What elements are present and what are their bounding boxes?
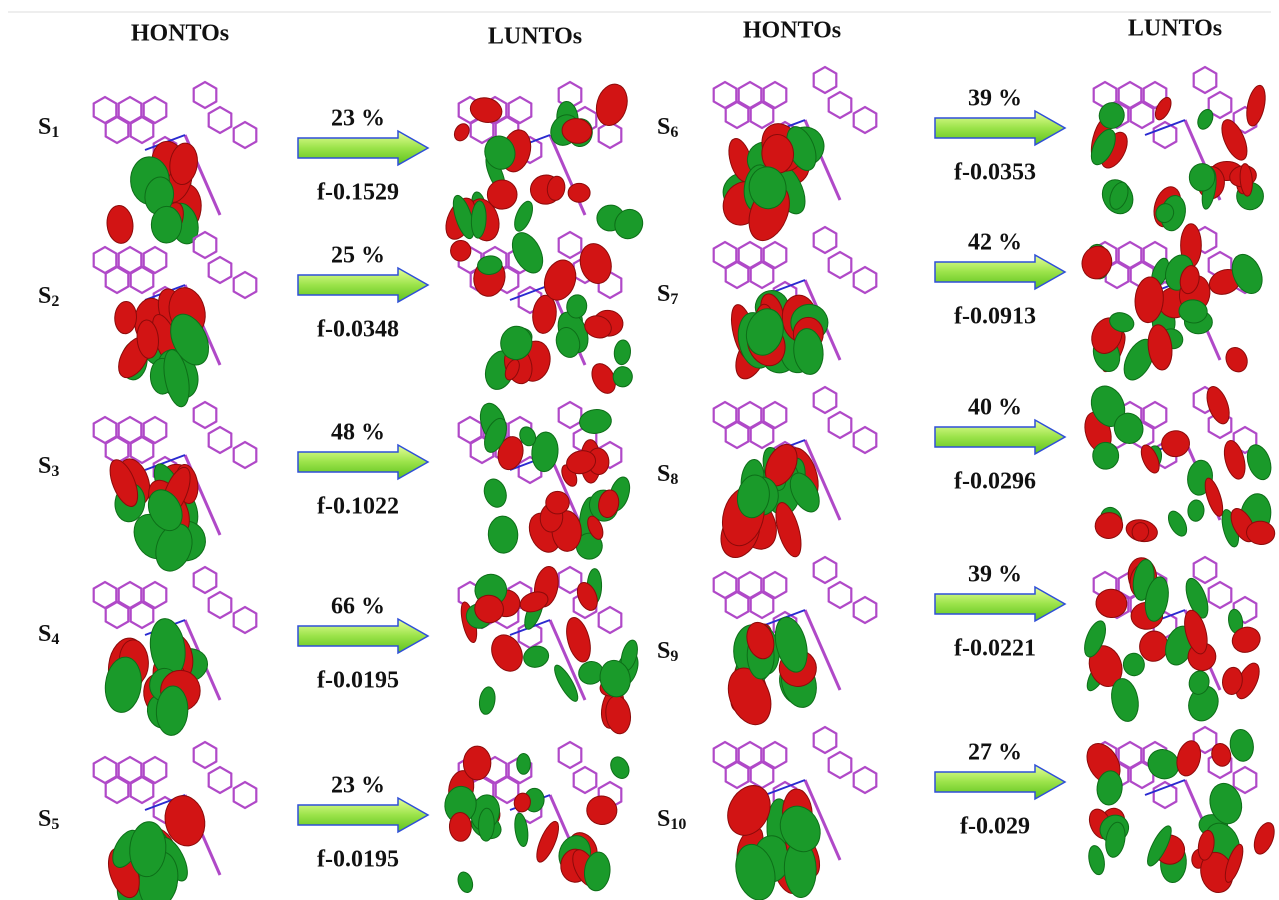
contribution: 39 %	[968, 86, 1022, 112]
oscillator-strength: f-0.0221	[954, 636, 1036, 662]
state-index: 10	[670, 816, 686, 833]
figure: HONTOsLUNTOsS123 %f-0.1529S225 %f-0.0348…	[0, 0, 1279, 900]
contribution: 39 %	[968, 562, 1022, 588]
state-index: 2	[51, 293, 59, 310]
orbital-lobe	[151, 206, 182, 243]
state-index: 5	[51, 816, 59, 833]
state-index: 8	[670, 471, 678, 488]
orbital-lobe	[1189, 163, 1215, 191]
orbital-lobe	[487, 180, 517, 210]
state-letter: S	[657, 806, 670, 832]
contribution: 25 %	[331, 243, 385, 269]
contribution: 23 %	[331, 773, 385, 799]
orbital-lobe	[546, 491, 569, 514]
state-index: 6	[670, 124, 678, 141]
orbital-lobe	[463, 746, 491, 780]
state-letter: S	[38, 453, 51, 479]
oscillator-strength: f-0.0296	[954, 469, 1036, 495]
oscillator-strength: f-0.0913	[954, 304, 1036, 330]
oscillator-strength: f-0.0353	[954, 160, 1036, 186]
oscillator-strength: f-0.029	[960, 814, 1030, 840]
state-letter: S	[657, 461, 670, 487]
oscillator-strength: f-0.0195	[317, 847, 399, 873]
oscillator-strength: f-0.0195	[317, 668, 399, 694]
state-index: 9	[670, 648, 678, 665]
contribution: 66 %	[331, 594, 385, 620]
column-header: LUNTOs	[1128, 16, 1222, 42]
contribution: 48 %	[331, 420, 385, 446]
orbital-lobe	[568, 183, 590, 202]
state-letter: S	[38, 114, 51, 140]
column-header: LUNTOs	[488, 24, 582, 50]
state-letter: S	[657, 114, 670, 140]
column-header: HONTOs	[131, 21, 229, 47]
state-index: 7	[670, 291, 678, 308]
state-letter: S	[38, 621, 51, 647]
oscillator-strength: f-0.1022	[317, 494, 399, 520]
state-index: 1	[51, 124, 59, 141]
state-index: 4	[51, 631, 59, 648]
oscillator-strength: f-0.0348	[317, 317, 399, 343]
oscillator-strength: f-0.1529	[317, 180, 399, 206]
column-header: HONTOs	[743, 18, 841, 44]
state-letter: S	[38, 806, 51, 832]
contribution: 23 %	[331, 106, 385, 132]
state-letter: S	[657, 281, 670, 307]
state-index: 3	[51, 463, 59, 480]
background	[0, 0, 1279, 900]
orbital-lobe	[517, 753, 531, 774]
state-letter: S	[657, 638, 670, 664]
contribution: 40 %	[968, 395, 1022, 421]
state-letter: S	[38, 283, 51, 309]
contribution: 42 %	[968, 230, 1022, 256]
contribution: 27 %	[968, 740, 1022, 766]
orbital-lobe	[449, 812, 472, 842]
